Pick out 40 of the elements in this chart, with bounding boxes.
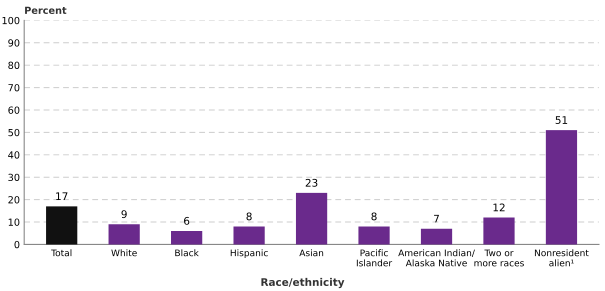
data-label: 12 [494,203,505,212]
y-tick-label: 50 [8,128,20,136]
data-label: 51 [556,116,568,124]
y-tick-label: 0 [14,240,20,248]
bar [171,230,202,244]
data-label: 9 [122,210,127,218]
y-tick-label: 60 [8,106,20,114]
bar [296,192,328,244]
y-tick-label: 90 [8,39,20,47]
y-tick-label: 10 [8,218,20,226]
y-tick-label: 40 [8,151,20,159]
bar [546,130,578,244]
bar [358,226,390,244]
y-tick-label: 20 [8,196,20,204]
x-tick-label: Two or more races [474,250,524,266]
data-label: 8 [371,212,377,220]
data-label: 17 [56,192,68,200]
x-tick-label: Hispanic [230,249,268,258]
x-tick-label: American Indian/ Alaska Native [398,249,475,266]
bar [420,228,452,244]
bar [233,226,265,244]
y-tick-label: 30 [8,174,20,182]
x-tick-label: Total [51,249,72,256]
x-tick-label: Pacific Islander [356,249,392,266]
data-label: 23 [306,178,318,187]
x-tick-label: Asian [299,249,324,256]
bar [483,218,515,244]
x-tick-label: Nonresident alien¹ [534,249,589,266]
bar [108,224,140,244]
x-tick-label: Black [175,249,199,256]
y-tick-label: 70 [8,84,20,92]
bar [46,206,78,244]
data-label: 7 [434,214,439,222]
y-tick-label: 100 [2,16,20,24]
x-tick-label: White [111,249,137,256]
data-label: 8 [246,212,252,220]
y-axis-title: Percent [25,6,66,14]
x-axis-title: Race/ethnicity [261,278,344,288]
y-tick-label: 80 [8,62,20,70]
data-label: 6 [184,216,190,225]
